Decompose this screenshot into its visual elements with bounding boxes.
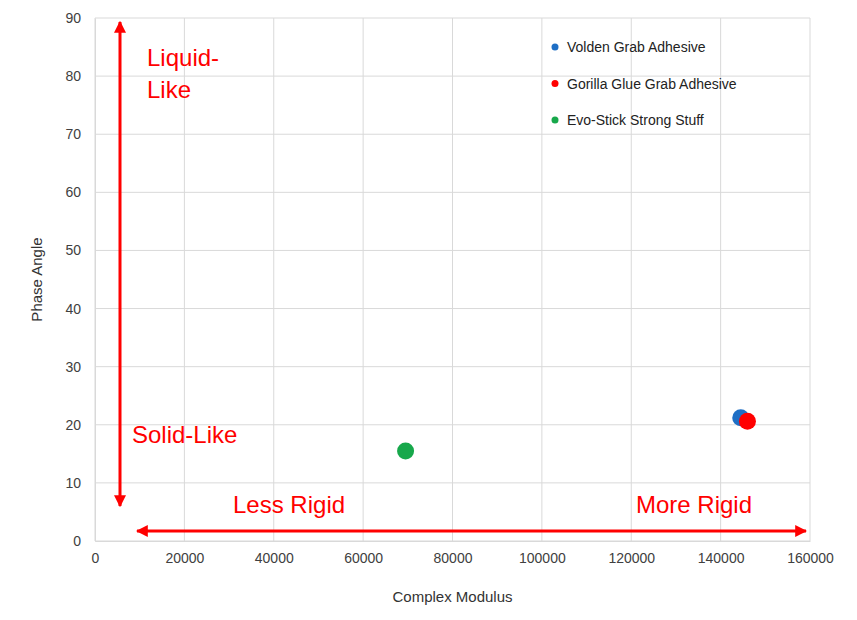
tick: 40000 <box>255 541 294 566</box>
grid-line-y <box>95 134 810 135</box>
plot: 0 20000 40000 60000 80000 100000 120000 140000 1… <box>65 10 834 566</box>
grid-line-y <box>95 308 810 309</box>
tick: 120000 <box>608 541 655 566</box>
tick-label: 80000 <box>434 550 473 566</box>
tick: 60000 <box>344 541 383 566</box>
tick-label: 60 <box>65 184 81 200</box>
grid-line-y <box>95 366 810 367</box>
tick-label: 90 <box>65 10 81 26</box>
tick-label: 80 <box>65 68 81 84</box>
chart: 0 20000 40000 60000 80000 100000 120000 140000 1… <box>0 0 857 620</box>
annotation: Less Rigid <box>233 491 345 518</box>
tick-label: 40000 <box>255 550 294 566</box>
legend-item: Evo-Stick Strong Stuff <box>552 112 704 128</box>
legend-marker <box>552 44 559 51</box>
tick-label: 0 <box>73 533 81 549</box>
grid-line-x <box>95 18 96 541</box>
tick-label: 100000 <box>519 550 566 566</box>
annotation: Solid-Like <box>132 421 237 448</box>
tick: 0 <box>92 541 100 566</box>
annotations: Liquid-Like Solid-Like Less Rigid More Rigi… <box>120 22 806 531</box>
grid-line-x <box>631 18 632 541</box>
grid-line-x <box>720 18 721 541</box>
grid-line-x <box>810 18 811 541</box>
annotation: Liquid-Like <box>147 44 219 103</box>
tick-label: 120000 <box>608 550 655 566</box>
tick-label: 20 <box>65 417 81 433</box>
legend-marker <box>552 80 559 87</box>
axis-line <box>95 19 96 542</box>
point <box>397 442 414 459</box>
legend-marker <box>552 117 559 124</box>
tick: 80000 <box>434 541 473 566</box>
tick-label: 20000 <box>165 550 204 566</box>
grid-line-y <box>95 250 810 251</box>
grid-line-x <box>452 18 453 541</box>
grid-line-y <box>95 541 810 542</box>
tick: 50 <box>65 242 95 258</box>
y-axis-title: Phase Angle <box>28 237 45 321</box>
grid-line-y <box>95 482 810 483</box>
tick: 60 <box>65 184 95 200</box>
tick-label: 160000 <box>787 550 834 566</box>
annotation: More Rigid <box>636 491 752 518</box>
tick-label: 10 <box>65 475 81 491</box>
tick: 100000 <box>519 541 566 566</box>
grid-line-y <box>95 18 810 19</box>
points <box>397 409 756 459</box>
tick-label: 140000 <box>698 550 745 566</box>
legend-label: Volden Grab Adhesive <box>567 39 706 55</box>
tick: 10 <box>65 475 95 491</box>
grid <box>95 18 810 541</box>
tick: 40 <box>65 301 95 317</box>
tick: 20 <box>65 417 95 433</box>
tick: 30 <box>65 359 95 375</box>
legend-item: Volden Grab Adhesive <box>552 39 706 55</box>
tick: 140000 <box>698 541 745 566</box>
tick: 0 <box>73 533 95 549</box>
x-axis-title: Complex Modulus <box>392 588 512 605</box>
grid-line-x <box>363 18 364 541</box>
y-axis: 0 10 20 30 40 50 60 70 80 90 <box>65 10 95 549</box>
tick-label: 30 <box>65 359 81 375</box>
tick: 70 <box>65 126 95 142</box>
tick: 160000 <box>787 541 834 566</box>
legend-item: Gorilla Glue Grab Adhesive <box>552 76 737 92</box>
point <box>739 413 756 430</box>
grid-line-x <box>273 18 274 541</box>
x-axis: 0 20000 40000 60000 80000 100000 120000 140000 1… <box>92 541 834 566</box>
grid-line-x <box>541 18 542 541</box>
tick-label: 40 <box>65 301 81 317</box>
legend-label: Gorilla Glue Grab Adhesive <box>567 76 737 92</box>
tick-label: 50 <box>65 242 81 258</box>
tick: 80 <box>65 68 95 84</box>
tick-label: 60000 <box>344 550 383 566</box>
legend: Volden Grab Adhesive Gorilla Glue Grab Ad… <box>552 39 737 128</box>
axis-line <box>96 541 811 542</box>
arrow <box>137 530 806 533</box>
arrow <box>119 22 122 506</box>
grid-line-y <box>95 192 810 193</box>
tick: 20000 <box>165 541 204 566</box>
tick-label: 70 <box>65 126 81 142</box>
tick-label: 0 <box>92 550 100 566</box>
legend-label: Evo-Stick Strong Stuff <box>567 112 704 128</box>
tick: 90 <box>65 10 95 26</box>
